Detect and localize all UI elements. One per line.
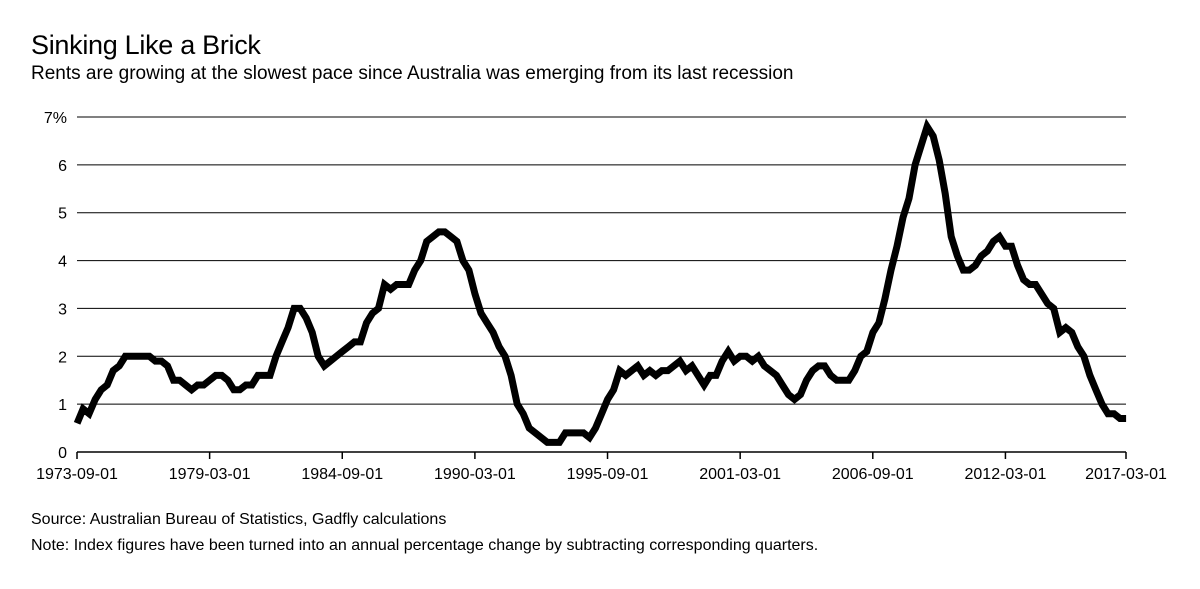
- x-tick-label: 2012-03-01: [965, 466, 1047, 483]
- axes: [76, 451, 1127, 459]
- series-line-rent-inflation: [73, 118, 1127, 446]
- y-tick-label: 1: [58, 397, 67, 414]
- chart-subtitle: Rents are growing at the slowest pace si…: [31, 63, 794, 84]
- source-note: Source: Australian Bureau of Statistics,…: [31, 511, 447, 528]
- x-tick-label: 2001-03-01: [699, 466, 781, 483]
- x-tick-label: 2017-03-01: [1085, 466, 1167, 483]
- series-layer: [73, 118, 1127, 446]
- y-tick-label: 5: [58, 206, 67, 223]
- y-tick-label: 7%: [44, 110, 67, 127]
- y-tick-label: 6: [58, 158, 67, 175]
- x-tick-label: 1984-09-01: [301, 466, 383, 483]
- y-tick-label: 2: [58, 349, 67, 366]
- y-tick-label: 0: [58, 445, 67, 462]
- tick-labels: 0 1 2 3 4 5 6 7% 1973-09-01 1979-03-01 1984-09-01 1…: [36, 110, 1167, 483]
- x-tick-label: 1995-09-01: [567, 466, 649, 483]
- x-tick-label: 1973-09-01: [36, 466, 118, 483]
- x-tick-label: 1990-03-01: [434, 466, 516, 483]
- y-tick-label: 4: [58, 254, 67, 271]
- chart-title: Sinking Like a Brick: [31, 30, 261, 60]
- x-tick-label: 1979-03-01: [169, 466, 251, 483]
- gridlines: [77, 116, 1126, 405]
- x-tick-label: 2006-09-01: [832, 466, 914, 483]
- y-tick-label: 3: [58, 301, 67, 318]
- methodology-note: Note: Index figures have been turned int…: [31, 537, 819, 554]
